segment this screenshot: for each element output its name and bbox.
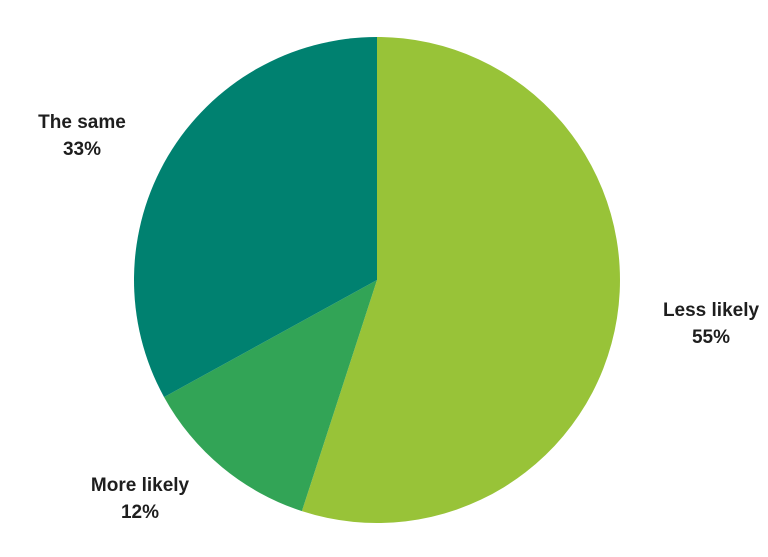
pie-svg (134, 37, 620, 523)
slice-label-percent: 12% (120, 502, 160, 523)
slice-label-percent: 33% (62, 139, 102, 160)
slice-label-the-same: The same 33% (38, 109, 126, 163)
slice-label-percent: 55% (691, 327, 731, 348)
slice-label-text: More likely (90, 475, 190, 496)
slice-label-text: The same (38, 112, 126, 133)
pie-slice-more-likely (164, 280, 377, 512)
slice-label-text: Less likely (662, 300, 760, 321)
pie-slice-the-same (134, 37, 377, 398)
slice-label-less-likely: Less likely 55% (663, 297, 759, 351)
pie-slice-less-likely (301, 37, 620, 523)
slice-label-more-likely: More likely 12% (91, 472, 189, 526)
